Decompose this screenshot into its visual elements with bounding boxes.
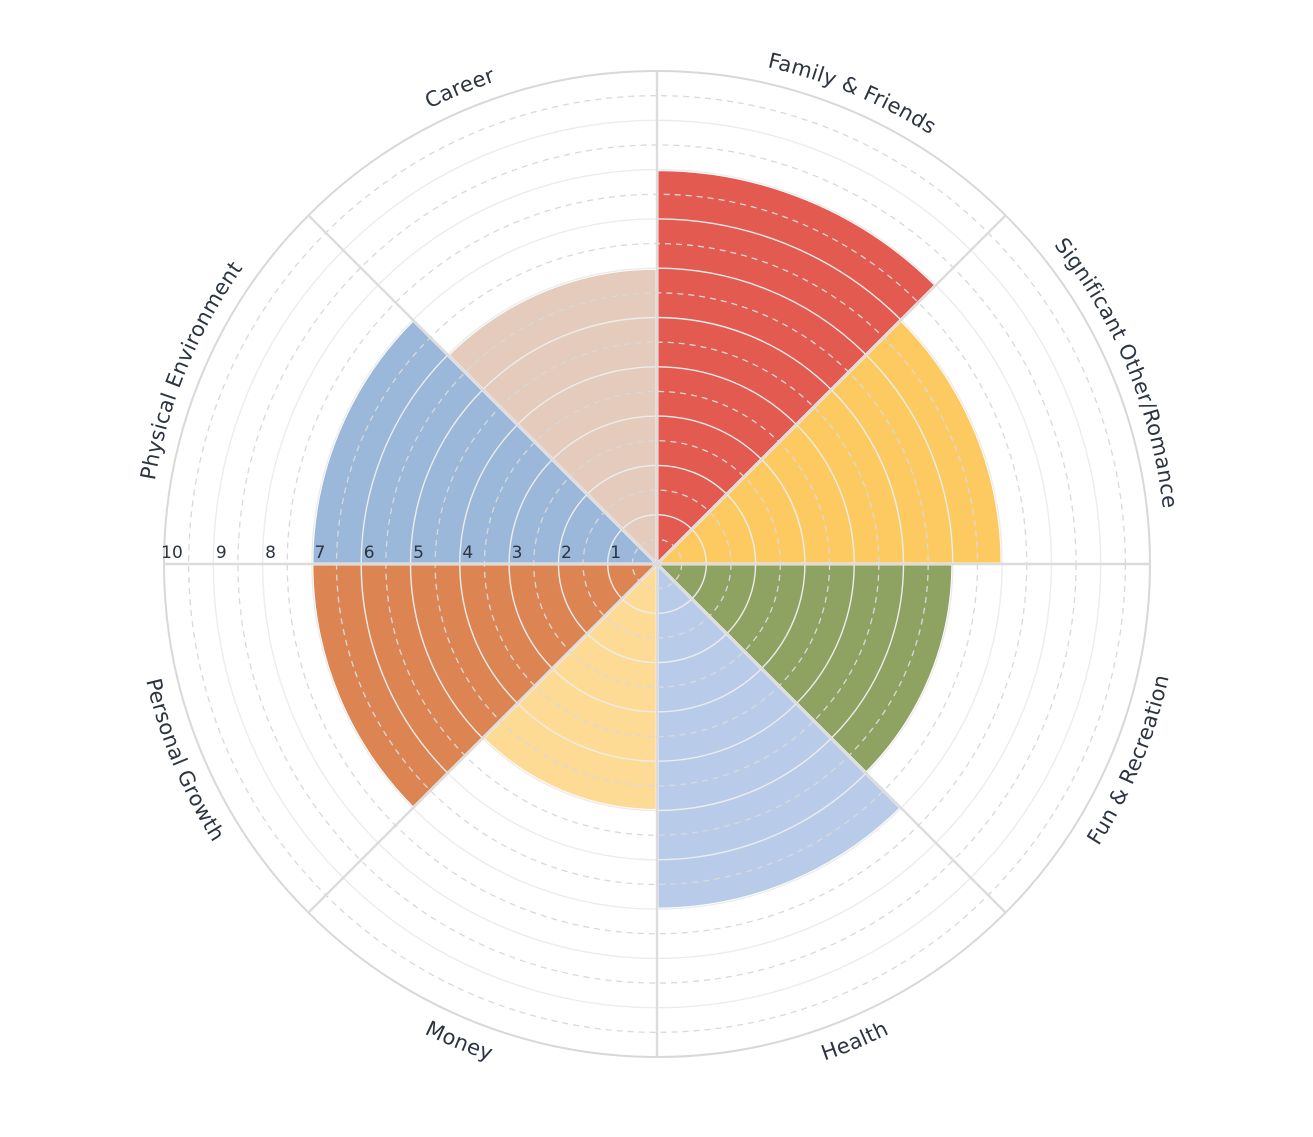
grid-spoke <box>307 563 658 914</box>
category-label-fun-recreation: Fun & Recreation <box>1082 672 1173 849</box>
category-label-path <box>657 935 1028 1088</box>
category-label-path <box>286 935 657 1088</box>
r-tick-label: 9 <box>216 543 227 563</box>
r-tick-label: 7 <box>314 543 325 563</box>
r-tick-label: 6 <box>364 543 375 563</box>
category-label-physical-environment: Physical Environment <box>136 257 247 482</box>
r-tick-label: 10 <box>161 543 183 563</box>
category-label-path <box>1028 564 1181 935</box>
category-label-path <box>133 564 286 935</box>
grid-spoke <box>307 214 658 565</box>
grid-spoke <box>656 563 1007 914</box>
r-tick-label: 3 <box>512 543 523 563</box>
r-tick-label: 4 <box>462 543 473 563</box>
tick-labels-layer: 1 2 3 4 5 6 7 8 9 10 <box>161 543 621 563</box>
grid-layer <box>163 70 1151 1058</box>
grid-spoke <box>656 214 1007 565</box>
category-label-family-friends: Family & Friends <box>766 49 941 139</box>
category-label-significant-other-romance: Significant Other/Romance <box>1050 233 1182 509</box>
category-label-career: Career <box>421 63 497 113</box>
r-tick-label: 5 <box>413 543 424 563</box>
r-tick-label: 8 <box>265 543 276 563</box>
category-label-personal-growth: Personal Growth <box>141 676 229 845</box>
r-tick-label: 2 <box>561 543 572 563</box>
r-tick-label: 1 <box>610 543 621 563</box>
category-label-health: Health <box>818 1016 892 1065</box>
category-label-money: Money <box>422 1016 496 1065</box>
sectors-layer <box>310 168 1004 911</box>
